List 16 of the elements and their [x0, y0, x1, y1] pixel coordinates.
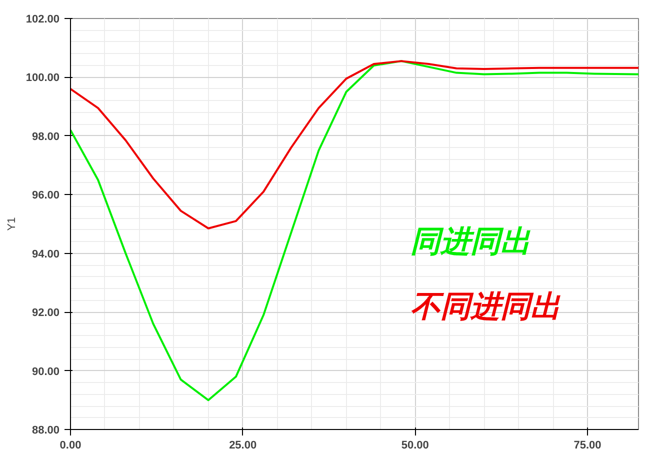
x-tick-label: 75.00 — [574, 440, 602, 452]
x-tick-label: 25.00 — [229, 440, 257, 452]
y-tick-label: 92.00 — [32, 307, 60, 320]
y-tick-label: 96.00 — [32, 190, 60, 202]
y-tick-label: 90.00 — [32, 366, 60, 378]
y-tick-label: 100.00 — [26, 72, 60, 84]
text: 不同进同出 — [410, 290, 560, 324]
y-tick-label: 102.00 — [26, 14, 60, 26]
y-tick-label: 98.00 — [32, 130, 60, 143]
y-tick-label: 94.00 — [32, 248, 60, 260]
x-tick-label: 50.00 — [401, 440, 429, 452]
y-tick-label: 88.00 — [32, 424, 60, 436]
text: 同进同出 — [410, 224, 530, 260]
y-axis-title: Y1 — [6, 217, 18, 231]
x-tick-label: 0.00 — [60, 440, 82, 452]
line-series — [70, 60, 638, 402]
